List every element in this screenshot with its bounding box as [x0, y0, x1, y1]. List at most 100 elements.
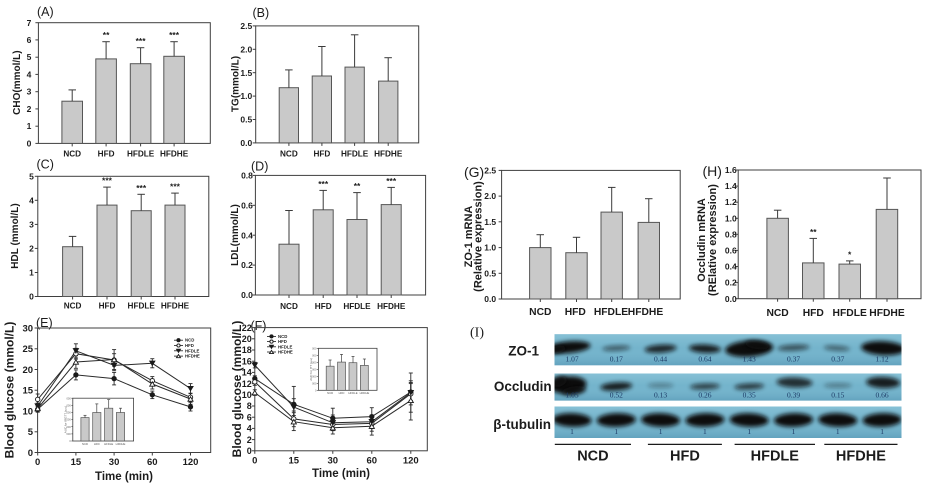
svg-text:HFDLE: HFDLE — [104, 442, 113, 446]
svg-text:15: 15 — [289, 456, 300, 467]
svg-text:5: 5 — [27, 52, 32, 62]
svg-text:30: 30 — [109, 457, 120, 468]
svg-text:NCD: NCD — [278, 334, 287, 339]
svg-text:0.39: 0.39 — [787, 391, 800, 400]
svg-text:1.0: 1.0 — [725, 213, 737, 223]
svg-text:0.8: 0.8 — [241, 171, 253, 181]
svg-text:000: 000 — [66, 411, 71, 415]
svg-text:HFDHE: HFDHE — [161, 302, 190, 311]
svg-text:60: 60 — [147, 457, 158, 468]
svg-text:12: 12 — [242, 379, 252, 389]
svg-text:NCD: NCD — [63, 149, 81, 158]
svg-text:1: 1 — [880, 427, 884, 436]
svg-text:HFD: HFD — [315, 302, 332, 311]
svg-text:3: 3 — [27, 87, 32, 97]
svg-text:HFD: HFD — [278, 339, 287, 344]
svg-text:Occludin mRNA: Occludin mRNA — [696, 198, 708, 282]
svg-text:AUC for IPGTT (a.u): AUC for IPGTT (a.u) — [63, 406, 67, 433]
svg-text:HFD: HFD — [803, 308, 824, 319]
svg-text:0.0: 0.0 — [241, 290, 253, 300]
svg-text:0: 0 — [35, 457, 40, 468]
svg-text:HFD: HFD — [98, 149, 115, 158]
svg-text:HFDLE: HFDLE — [127, 149, 155, 158]
svg-text:0.5: 0.5 — [484, 268, 496, 278]
svg-text:(D): (D) — [251, 159, 268, 173]
svg-text:3: 3 — [29, 219, 34, 229]
svg-text:0.6: 0.6 — [725, 246, 737, 256]
svg-text:Occludin: Occludin — [494, 379, 552, 394]
svg-text:HFD: HFD — [185, 343, 194, 348]
svg-text:18: 18 — [242, 345, 252, 355]
svg-text:HFDHE: HFDHE — [278, 350, 293, 355]
svg-text:NCD: NCD — [766, 308, 788, 319]
svg-text:000: 000 — [312, 367, 317, 371]
svg-text:HFD: HFD — [339, 391, 345, 395]
svg-text:1.5: 1.5 — [240, 68, 252, 78]
svg-text:0: 0 — [315, 388, 317, 392]
svg-text:2: 2 — [29, 244, 34, 254]
svg-text:(E): (E) — [36, 316, 53, 330]
svg-text:HFDLE: HFDLE — [185, 348, 199, 353]
svg-text:0: 0 — [252, 456, 257, 467]
svg-text:**: ** — [810, 227, 817, 237]
svg-text:(RElative expression): (RElative expression) — [707, 184, 719, 296]
svg-text:NCD: NCD — [280, 302, 298, 311]
svg-text:0.44: 0.44 — [654, 355, 667, 364]
svg-text:LDL(mmol/L): LDL(mmol/L) — [230, 204, 241, 266]
svg-text:NCD: NCD — [185, 338, 194, 343]
svg-text:HFDLE: HFDLE — [341, 149, 369, 158]
svg-text:1.6: 1.6 — [725, 165, 737, 175]
svg-text:1: 1 — [614, 427, 618, 436]
svg-text:1.4: 1.4 — [725, 181, 737, 191]
svg-text:0: 0 — [27, 139, 32, 149]
svg-text:0.5: 0.5 — [240, 115, 252, 125]
svg-text:0.0: 0.0 — [484, 294, 496, 304]
svg-text:0.4: 0.4 — [725, 262, 737, 272]
svg-text:HFDHE: HFDHE — [360, 391, 370, 395]
svg-text:30: 30 — [23, 323, 34, 334]
svg-text:000: 000 — [66, 418, 71, 422]
svg-text:1.07: 1.07 — [565, 355, 578, 364]
svg-text:10: 10 — [23, 406, 34, 417]
svg-text:000: 000 — [66, 403, 71, 407]
svg-text:1.05: 1.05 — [565, 391, 578, 400]
svg-text:0.26: 0.26 — [698, 391, 711, 400]
svg-text:(Relative expression): (Relative expression) — [473, 181, 485, 292]
svg-text:NCD: NCD — [280, 149, 298, 158]
svg-text:***: *** — [136, 36, 147, 46]
svg-text:5: 5 — [28, 427, 34, 438]
svg-text:NCD: NCD — [529, 307, 551, 318]
svg-text:0.13: 0.13 — [654, 391, 667, 400]
svg-text:HFD: HFD — [99, 302, 116, 311]
svg-text:1.43: 1.43 — [743, 355, 756, 364]
svg-text:(I): (I) — [470, 326, 484, 341]
svg-text:000: 000 — [66, 396, 71, 400]
svg-text:β-tubulin: β-tubulin — [493, 417, 551, 432]
svg-text:8: 8 — [247, 401, 252, 411]
svg-text:000: 000 — [312, 374, 317, 378]
svg-text:***: *** — [136, 183, 147, 193]
svg-text:0.4: 0.4 — [241, 230, 253, 240]
svg-text:0.0: 0.0 — [725, 294, 737, 304]
svg-text:(C): (C) — [37, 158, 54, 172]
svg-text:HFDLE: HFDLE — [348, 391, 357, 395]
svg-text:0: 0 — [29, 292, 34, 302]
svg-text:15: 15 — [71, 457, 82, 468]
svg-text:1: 1 — [27, 121, 32, 131]
svg-text:1: 1 — [836, 427, 840, 436]
svg-text:1: 1 — [570, 427, 574, 436]
svg-text:14: 14 — [242, 368, 252, 378]
svg-text:CHO(mmol/L): CHO(mmol/L) — [12, 50, 23, 114]
svg-text:***: *** — [318, 179, 329, 189]
svg-text:30: 30 — [328, 456, 339, 467]
svg-text:1.0: 1.0 — [484, 243, 496, 253]
svg-text:***: *** — [169, 30, 180, 40]
svg-text:1: 1 — [29, 268, 34, 278]
svg-text:0.15: 0.15 — [831, 391, 844, 400]
svg-text:(G): (G) — [464, 164, 484, 180]
svg-text:120: 120 — [183, 457, 199, 468]
svg-text:1.2: 1.2 — [725, 197, 737, 207]
svg-text:2.0: 2.0 — [484, 191, 496, 201]
svg-text:(A): (A) — [37, 5, 54, 19]
svg-text:0.37: 0.37 — [831, 355, 844, 364]
